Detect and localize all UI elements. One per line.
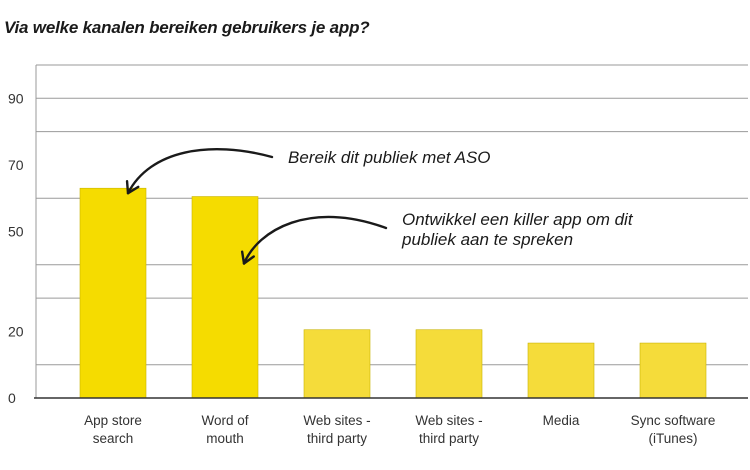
x-tick-label: App store bbox=[84, 413, 142, 428]
bar bbox=[303, 329, 371, 399]
x-tick-label: Sync software bbox=[631, 413, 716, 428]
annotation-text: Bereik dit publiek met ASO bbox=[288, 148, 491, 167]
x-tick-label: mouth bbox=[206, 431, 244, 446]
chart-title: Via welke kanalen bereiken gebruikers je… bbox=[4, 18, 370, 37]
y-tick-label: 20 bbox=[8, 323, 24, 339]
x-tick-label: Media bbox=[543, 413, 580, 428]
x-tick-label: search bbox=[93, 431, 134, 446]
annotation-text: Ontwikkel een killer app om dit bbox=[402, 210, 634, 229]
bar bbox=[415, 329, 483, 399]
x-tick-label: Web sites - bbox=[415, 413, 482, 428]
annotation-text: publiek aan te spreken bbox=[401, 230, 573, 249]
annotation-arrow bbox=[242, 215, 388, 265]
y-tick-label: 50 bbox=[8, 224, 24, 240]
x-tick-label: (iTunes) bbox=[648, 431, 697, 446]
bar bbox=[191, 196, 259, 399]
x-tick-label: third party bbox=[419, 431, 479, 446]
bar bbox=[79, 187, 147, 399]
x-tick-label: Web sites - bbox=[303, 413, 370, 428]
annotation-arrowhead bbox=[125, 180, 140, 195]
y-tick-label: 70 bbox=[8, 157, 24, 173]
annotation-arrow bbox=[126, 147, 274, 195]
annotation-arrowhead bbox=[240, 250, 255, 265]
x-tick-label: third party bbox=[307, 431, 367, 446]
y-tick-label: 90 bbox=[8, 90, 24, 106]
bar bbox=[527, 342, 595, 399]
y-tick-label: 0 bbox=[8, 390, 16, 406]
x-tick-label: Word of bbox=[201, 413, 248, 428]
bar bbox=[639, 342, 707, 399]
